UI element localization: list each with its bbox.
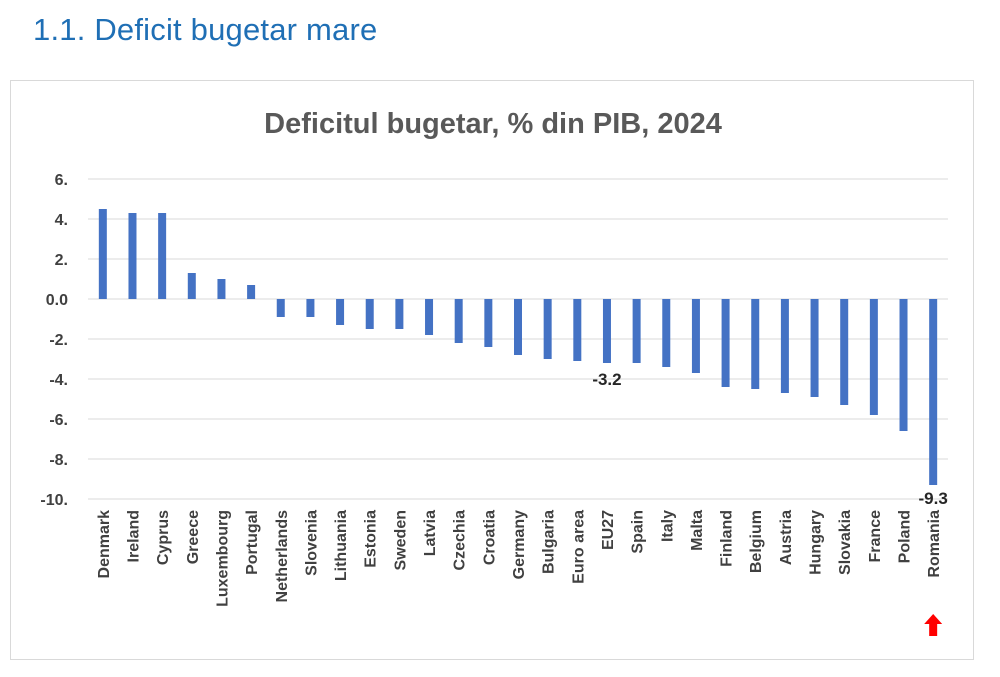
data-label: -9.3 — [919, 489, 948, 508]
x-tick-label: Lithuania — [333, 510, 350, 581]
x-tick-label: Malta — [689, 510, 706, 551]
x-tick-label: Hungary — [808, 510, 825, 575]
slide-title: 1.1. Deficit bugetar mare — [33, 12, 378, 47]
bar — [365, 299, 374, 329]
bar — [543, 299, 552, 359]
x-tick-label: Bulgaria — [541, 510, 558, 574]
bar — [336, 299, 345, 325]
bar — [840, 299, 849, 405]
bar — [691, 299, 700, 373]
up-arrow-icon — [924, 614, 943, 636]
y-tick-label: -10. — [40, 492, 68, 509]
x-tick-label: Finland — [719, 510, 736, 567]
x-tick-label: Euro area — [570, 510, 587, 584]
x-tick-label: Poland — [897, 510, 914, 563]
bar — [395, 299, 404, 329]
x-tick-label: Germany — [511, 510, 528, 579]
bar — [514, 299, 522, 355]
chart-title: Deficitul bugetar, % din PIB, 2024 — [264, 108, 722, 140]
highlight-marker — [924, 614, 943, 636]
data-label: -3.2 — [592, 370, 621, 389]
y-tick-label: 4. — [55, 212, 68, 229]
bar — [602, 299, 611, 363]
y-axis-ticks: 6. 4. 2. 0.0 -2. -4. -6. -8. -10. — [40, 172, 68, 509]
x-axis-ticks: Denmark Ireland Cyprus Greece Luxembourg Port… — [96, 510, 943, 607]
y-tick-label: 6. — [55, 172, 68, 189]
bar — [810, 299, 819, 397]
y-tick-label: -2. — [49, 332, 68, 349]
x-tick-label: Sweden — [392, 510, 409, 570]
bar — [306, 299, 315, 317]
x-tick-label: Croatia — [481, 510, 498, 565]
bar — [780, 299, 789, 393]
bar — [158, 213, 167, 299]
bar — [276, 299, 285, 317]
y-tick-label: -4. — [49, 372, 68, 389]
bar — [128, 213, 137, 299]
x-tick-label: Romania — [926, 510, 943, 578]
x-tick-label: Netherlands — [274, 510, 291, 603]
x-tick-label: Belgium — [748, 510, 765, 573]
x-tick-label: Denmark — [96, 510, 113, 579]
x-tick-label: Italy — [659, 510, 676, 542]
x-tick-label: Ireland — [125, 510, 142, 562]
y-tick-label: -6. — [49, 412, 68, 429]
x-tick-label: Estonia — [363, 510, 380, 568]
bar — [662, 299, 671, 367]
bar — [899, 299, 908, 431]
bar — [869, 299, 878, 415]
bar — [454, 299, 463, 343]
y-tick-label: -8. — [49, 452, 68, 469]
bar — [751, 299, 760, 389]
y-tick-label: 2. — [55, 252, 68, 269]
bar — [484, 299, 493, 347]
x-tick-label: France — [867, 510, 884, 563]
bar — [187, 273, 196, 299]
bar — [217, 279, 226, 299]
bar — [632, 299, 641, 363]
x-tick-label: Greece — [185, 510, 202, 564]
x-tick-label: Czechia — [452, 510, 469, 571]
bar — [425, 299, 434, 335]
bar — [573, 299, 582, 361]
x-tick-label: Latvia — [422, 510, 439, 556]
x-tick-label: Austria — [778, 510, 795, 565]
bar — [929, 299, 938, 485]
x-tick-label: Luxembourg — [214, 510, 231, 607]
x-tick-label: Cyprus — [155, 510, 172, 565]
x-tick-label: Slovakia — [837, 510, 854, 575]
data-labels: -3.2 -9.3 — [592, 370, 948, 508]
bars — [98, 209, 938, 485]
bar — [721, 299, 730, 387]
bar — [98, 209, 107, 299]
x-tick-label: Spain — [630, 510, 647, 554]
x-tick-label: Slovenia — [303, 510, 320, 576]
x-tick-label: Portugal — [244, 510, 261, 575]
bar — [247, 285, 256, 299]
y-tick-label: 0.0 — [46, 292, 68, 309]
x-tick-label: EU27 — [600, 510, 617, 550]
gridlines — [88, 178, 948, 500]
